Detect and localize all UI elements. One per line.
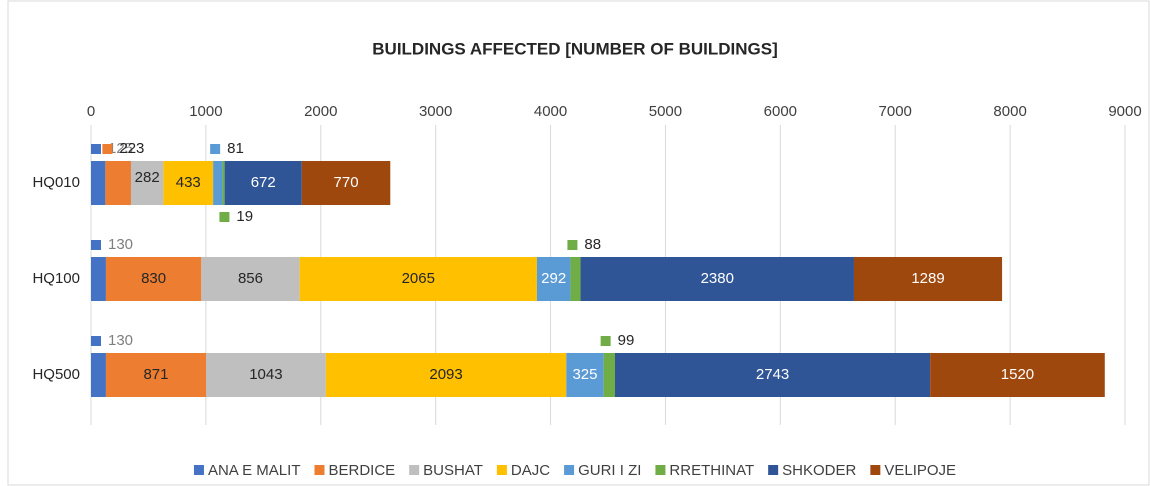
data-label: 830 [141, 270, 166, 287]
data-label: 770 [334, 174, 359, 191]
x-tick-label: 2000 [304, 103, 337, 120]
data-label: 856 [238, 270, 263, 287]
y-tick-label: HQ100 [32, 270, 80, 287]
bar-segment [930, 353, 1105, 397]
data-label: 19 [236, 208, 253, 225]
legend-label: SHKODER [782, 462, 856, 479]
bar-segment [105, 257, 202, 301]
legend-label: BUSHAT [423, 462, 483, 479]
bar-segment [206, 353, 326, 397]
legend-label: RRETHINAT [669, 462, 754, 479]
data-label: 672 [251, 174, 276, 191]
bar-segment [536, 257, 571, 301]
data-label: 433 [176, 174, 201, 191]
bar-segment [105, 353, 207, 397]
data-label: 282 [135, 169, 160, 186]
bar-segment [91, 353, 106, 397]
label-key [567, 240, 578, 250]
label-key [91, 144, 101, 154]
x-tick-label: 6000 [764, 103, 797, 120]
legend-key [768, 465, 779, 475]
bar-segment [603, 353, 616, 397]
data-label: 2380 [701, 270, 734, 287]
legend-key [314, 465, 325, 475]
bar-segment [105, 161, 131, 205]
legend-key [655, 465, 666, 475]
bar-segment [566, 353, 604, 397]
x-tick-label: 3000 [419, 103, 452, 120]
bar-segment [91, 161, 106, 205]
bar-segment [163, 161, 214, 205]
x-tick-label: 4000 [534, 103, 567, 120]
data-label: 2743 [756, 366, 789, 383]
data-label: 871 [143, 366, 168, 383]
legend-key [409, 465, 420, 475]
label-key [600, 336, 611, 346]
x-tick-label: 0 [87, 103, 95, 120]
bar-segment [325, 353, 567, 397]
bar-segment [130, 161, 164, 205]
y-tick-label: HQ010 [32, 174, 80, 191]
legend-label: BERDICE [328, 462, 395, 479]
data-label: 223 [119, 140, 144, 157]
legend-key [193, 465, 204, 475]
data-label: 130 [108, 332, 133, 349]
legend-label: VELIPOJE [884, 462, 956, 479]
label-key [219, 212, 230, 222]
y-tick-label: HQ500 [32, 366, 80, 383]
label-key [91, 336, 101, 346]
data-label: 1289 [911, 270, 944, 287]
legend-label: ANA E MALIT [208, 462, 301, 479]
bar-segment [213, 161, 223, 205]
bar-segment [222, 161, 225, 205]
chart-frame [7, 0, 1150, 486]
legend-key [564, 465, 575, 475]
bar-segment [301, 161, 391, 205]
data-label: 325 [572, 366, 597, 383]
data-label: 2065 [402, 270, 435, 287]
x-tick-label: 7000 [879, 103, 912, 120]
bar-segment [853, 257, 1003, 301]
bar-segment [570, 257, 581, 301]
data-label: 81 [227, 140, 244, 157]
label-key [102, 144, 113, 154]
bar-segment [201, 257, 300, 301]
data-label: 1520 [1001, 366, 1034, 383]
legend-label: DAJC [511, 462, 550, 479]
chart-title: BUILDINGS AFFECTED [NUMBER OF BUILDINGS] [372, 39, 777, 58]
label-key [210, 144, 221, 154]
legend-key [496, 465, 507, 475]
bar-segment [615, 353, 931, 397]
x-tick-label: 1000 [189, 103, 222, 120]
data-label: 292 [541, 270, 566, 287]
legend-label: GURI I ZI [578, 462, 641, 479]
bar-segment [299, 257, 537, 301]
bar-segment [580, 257, 854, 301]
bar-segment [224, 161, 302, 205]
data-label: 1043 [249, 366, 282, 383]
bar-segment [91, 257, 106, 301]
x-tick-label: 5000 [649, 103, 682, 120]
x-tick-label: 8000 [993, 103, 1026, 120]
label-key [91, 240, 101, 250]
data-label: 125 [108, 140, 133, 157]
data-label: 130 [108, 236, 133, 253]
x-tick-label: 9000 [1108, 103, 1141, 120]
data-label: 2093 [429, 366, 462, 383]
legend-key [870, 465, 881, 475]
data-label: 99 [618, 332, 635, 349]
data-label: 88 [584, 236, 601, 253]
